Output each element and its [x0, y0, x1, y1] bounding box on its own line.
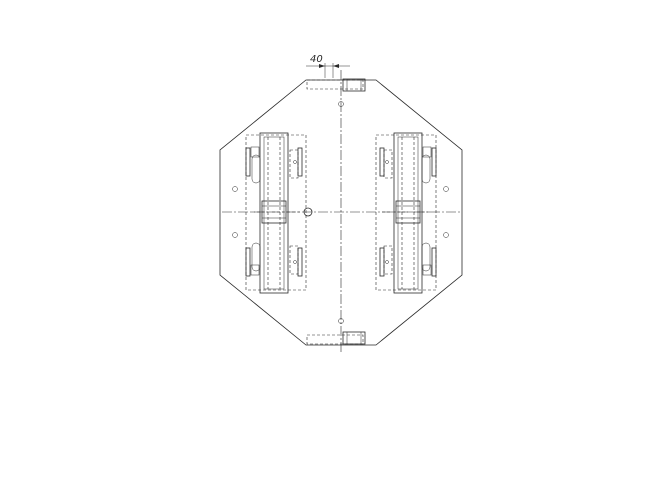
mount-hole-left-top [232, 186, 238, 192]
mount-hole-right-bottom [443, 232, 449, 238]
left-wheel-assembly [245, 132, 307, 294]
dimension-label: 40 [310, 54, 323, 65]
top-bracket [306, 78, 366, 92]
bottom-bracket [306, 331, 366, 345]
mount-hole-left-bottom [232, 232, 238, 238]
center-pin-hole [303, 207, 313, 217]
right-wheel-assembly [375, 132, 437, 294]
dimension-40: 40 [306, 54, 350, 78]
plate-outline [219, 79, 463, 346]
top-hole [338, 101, 344, 107]
mount-hole-right-top [443, 186, 449, 192]
bottom-hole [338, 318, 344, 324]
